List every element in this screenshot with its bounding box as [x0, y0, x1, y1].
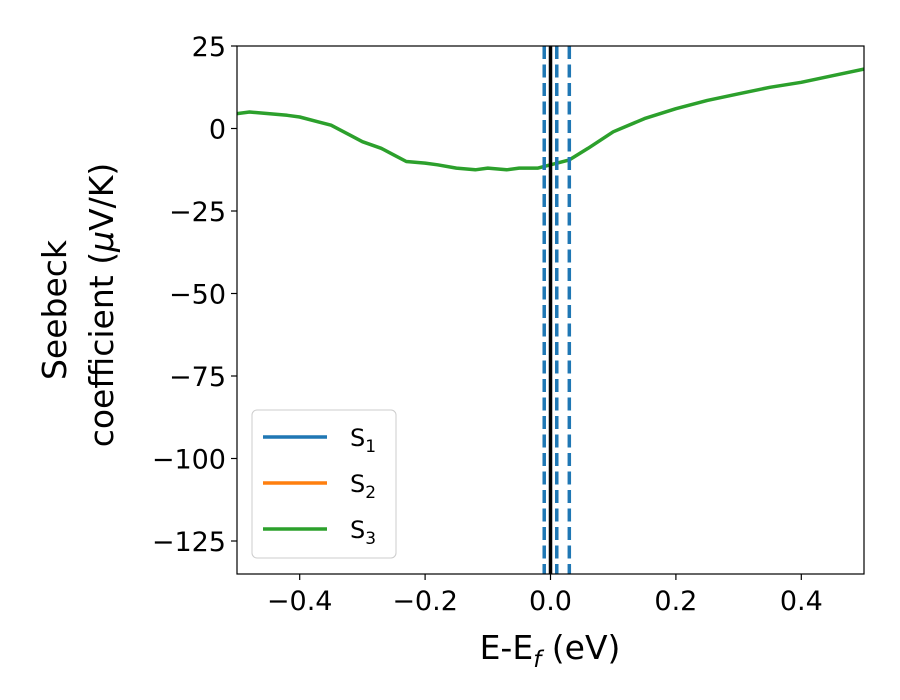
y-tick-label: −100 — [152, 445, 226, 476]
y-tick-label: −50 — [169, 280, 226, 311]
x-tick-label: −0.2 — [392, 586, 458, 617]
y-axis-title-2: coefficient (μV/K) — [82, 163, 121, 448]
legend-entries: S1 S2 S3 — [263, 424, 376, 549]
y-axis-title: Seebeck — [35, 239, 74, 380]
y-axis-title-line1: Seebeck — [35, 239, 74, 380]
legend-label-s3: S3 — [350, 516, 376, 549]
x-tick-label: 0.2 — [654, 586, 697, 617]
y-tick-label: 0 — [209, 115, 226, 146]
series-line-s3 — [237, 67, 864, 172]
legend-label-s1: S1 — [350, 424, 376, 457]
legend-label-s2: S2 — [350, 470, 376, 503]
x-axis-ticks: −0.4 −0.2 0.0 0.2 0.4 — [267, 574, 823, 617]
x-axis-title-main: E-E — [480, 628, 534, 667]
data-layer — [237, 46, 864, 574]
y-axis-title-line2-pre: coefficient ( — [82, 252, 121, 447]
y-axis-title-line2: coefficient (μV/K) — [82, 163, 121, 448]
y-tick-label: −25 — [169, 197, 226, 228]
legend: S1 S2 S3 — [251, 409, 397, 559]
x-tick-label: 0.0 — [529, 586, 572, 617]
y-tick-label: −125 — [152, 527, 226, 558]
y-axis-title-mu: μ — [82, 231, 121, 253]
x-axis-title-rest: (eV) — [541, 628, 620, 667]
y-axis-ticks: 25 0 −25 −50 −75 −100 −125 — [152, 32, 237, 558]
y-tick-label: −75 — [169, 362, 226, 393]
x-tick-label: 0.4 — [780, 586, 823, 617]
x-tick-label: −0.4 — [267, 586, 333, 617]
y-axis-title-line2-post: V/K) — [82, 163, 121, 231]
y-tick-label: 25 — [192, 32, 226, 63]
x-axis-title: E-Ef (eV) — [480, 628, 621, 673]
x-axis-title-subscript: f — [533, 647, 544, 673]
